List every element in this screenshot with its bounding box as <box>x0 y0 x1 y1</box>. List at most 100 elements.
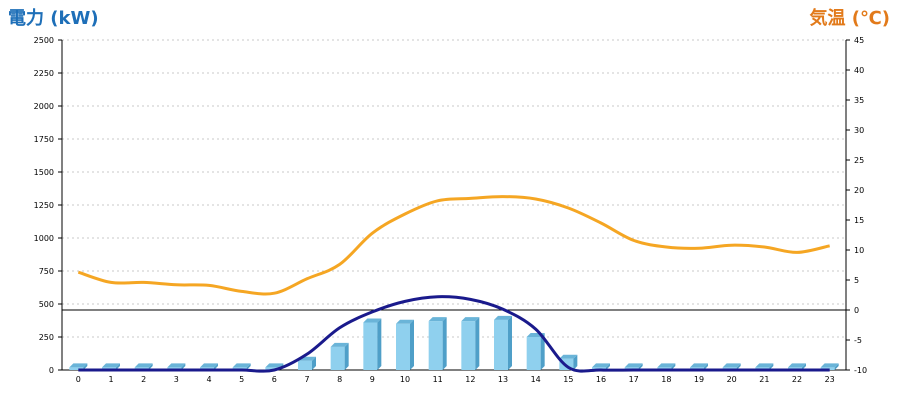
bar-top <box>788 363 806 368</box>
right-tick-label: 45 <box>854 36 864 45</box>
x-tick-label: 22 <box>792 375 802 384</box>
bar-side <box>442 317 447 370</box>
bar-top <box>200 363 218 368</box>
bar-side <box>377 318 382 370</box>
x-tick-label: 20 <box>727 375 737 384</box>
right-tick-label: -5 <box>854 336 862 345</box>
x-tick-label: 11 <box>433 375 443 384</box>
bar-top <box>461 317 480 322</box>
bar-top <box>755 363 774 368</box>
x-tick-label: 23 <box>825 375 835 384</box>
x-tick-label: 0 <box>76 375 81 384</box>
left-tick-label: 1250 <box>34 201 54 210</box>
bar-side <box>214 363 218 370</box>
bar-side <box>246 363 251 370</box>
right-tick-label: 5 <box>854 276 859 285</box>
bar-front <box>428 321 443 370</box>
right-tick-label: 30 <box>854 126 864 135</box>
bar <box>461 317 480 370</box>
x-tick-label: 15 <box>563 375 573 384</box>
bar-front <box>494 319 508 370</box>
bar-top <box>232 363 251 368</box>
right-tick-label: 15 <box>854 216 864 225</box>
bar-front <box>298 360 312 370</box>
left-tick-label: 500 <box>39 300 54 309</box>
bar-top <box>494 315 512 320</box>
bar <box>396 319 414 370</box>
left-tick-label: 2000 <box>34 102 54 111</box>
bar-side <box>116 363 120 370</box>
bar-top <box>134 363 153 368</box>
x-tick-label: 17 <box>629 375 639 384</box>
right-axis-title: 気温 (℃) <box>809 8 890 29</box>
bar-side <box>638 363 643 370</box>
bar-front <box>461 321 476 370</box>
x-tick-label: 13 <box>498 375 508 384</box>
bar-front <box>363 322 378 370</box>
bar-top <box>592 363 610 368</box>
bar-side <box>802 363 806 370</box>
x-tick-label: 9 <box>370 375 375 384</box>
bar-top <box>396 319 414 324</box>
right-tick-label: 40 <box>854 66 864 75</box>
bar <box>363 318 382 370</box>
bar-top <box>69 363 88 368</box>
bar-side <box>83 363 88 370</box>
x-tick-label: 14 <box>531 375 541 384</box>
bar-top <box>722 363 741 368</box>
bar-side <box>508 315 512 370</box>
bar-top <box>657 363 676 368</box>
bar <box>330 342 349 370</box>
left-tick-label: 750 <box>39 267 54 276</box>
left-tick-label: 250 <box>39 333 54 342</box>
left-tick-label: 2250 <box>34 69 54 78</box>
bar-side <box>475 317 480 370</box>
bar-top <box>167 363 186 368</box>
x-tick-label: 3 <box>174 375 179 384</box>
bar <box>526 333 545 370</box>
power-line <box>78 295 830 373</box>
left-tick-label: 1500 <box>34 168 54 177</box>
left-tick-label: 2500 <box>34 36 54 45</box>
right-tick-label: 20 <box>854 186 864 195</box>
temperature-line <box>77 195 830 296</box>
x-tick-label: 4 <box>206 375 211 384</box>
x-tick-label: 8 <box>337 375 342 384</box>
bar-front <box>526 337 541 370</box>
bar-side <box>736 363 741 370</box>
left-axis-title: 電力 (kW) <box>8 8 99 29</box>
bar-side <box>671 363 676 370</box>
bar <box>69 363 88 370</box>
x-tick-label: 1 <box>108 375 113 384</box>
x-tick-label: 12 <box>465 375 475 384</box>
x-tick-label: 10 <box>400 375 410 384</box>
bar-top <box>330 342 349 347</box>
bar-side <box>834 363 839 370</box>
right-tick-label: 25 <box>854 156 864 165</box>
bar-top <box>363 318 382 323</box>
bar-top <box>265 363 284 368</box>
bar-side <box>540 333 545 370</box>
x-tick-label: 21 <box>759 375 769 384</box>
right-tick-label: -10 <box>854 366 867 375</box>
bar <box>494 315 512 370</box>
x-tick-label: 5 <box>239 375 244 384</box>
x-tick-label: 18 <box>661 375 671 384</box>
right-tick-label: 35 <box>854 96 864 105</box>
bar-side <box>410 319 414 370</box>
bar-top <box>624 363 643 368</box>
bar-side <box>344 342 349 370</box>
x-tick-label: 2 <box>141 375 146 384</box>
bar-front <box>330 346 345 370</box>
bar-top <box>102 363 120 368</box>
bar <box>428 317 447 370</box>
x-tick-label: 16 <box>596 375 606 384</box>
x-tick-label: 7 <box>304 375 309 384</box>
x-tick-label: 6 <box>272 375 277 384</box>
bar-front <box>265 367 280 370</box>
bar-side <box>704 363 708 370</box>
left-tick-label: 1750 <box>34 135 54 144</box>
bar-top <box>428 317 447 322</box>
left-tick-label: 0 <box>49 366 54 375</box>
